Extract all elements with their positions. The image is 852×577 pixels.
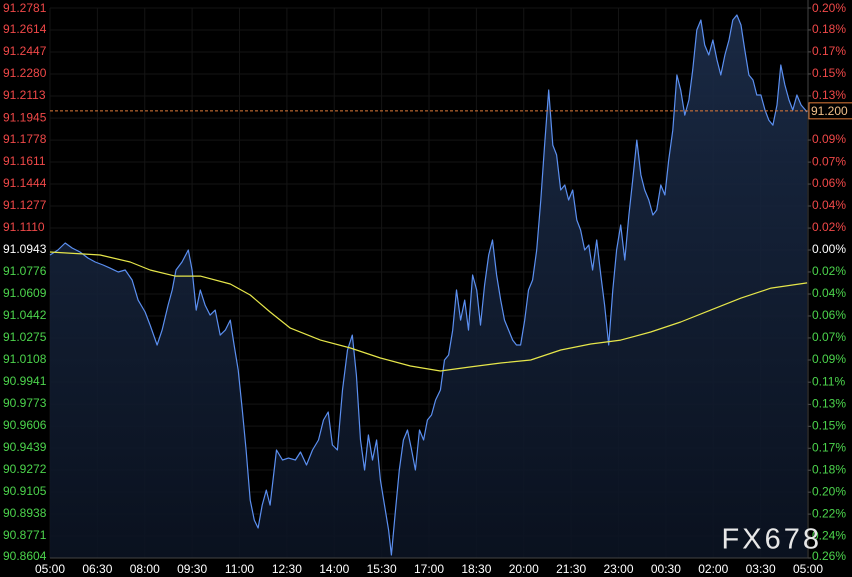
x-tick-label: 20:00	[509, 562, 539, 576]
y-tick-label: 90.9272	[3, 462, 47, 476]
x-tick-label: 05:00	[35, 562, 65, 576]
y-tick-label: 91.1277	[3, 198, 47, 212]
price-area	[50, 15, 808, 558]
y-tick-label: 91.2113	[3, 88, 46, 102]
y-tick-label: 91.1945	[3, 110, 47, 124]
watermark: FX678	[722, 524, 822, 556]
x-tick-label: 08:00	[130, 562, 160, 576]
x-tick-label: 03:30	[746, 562, 776, 576]
y-tick-label: 91.1444	[3, 176, 47, 190]
x-tick-label: 17:00	[414, 562, 444, 576]
y-tick-label: 91.2280	[3, 66, 47, 80]
y-tick-label: 91.2781	[3, 1, 47, 15]
y-tick-label: 91.1110	[3, 220, 45, 234]
y2-tick-label: 0.02%	[812, 264, 846, 278]
y-tick-label: 90.8604	[3, 549, 47, 563]
y2-tick-label: 0.24%	[812, 528, 846, 542]
y-tick-label: 91.2447	[3, 44, 47, 58]
y2-tick-label: 0.04%	[812, 198, 846, 212]
y2-tick-label: 0.20%	[812, 1, 846, 15]
x-tick-label: 12:30	[272, 562, 302, 576]
y2-tick-label: 0.20%	[812, 484, 846, 498]
y-tick-label: 91.0442	[3, 308, 47, 322]
y2-tick-label: 0.18%	[812, 22, 846, 36]
axes: 91.2781 91.2614 91.2447 91.2280 91.2113 91.19…	[3, 0, 852, 576]
x-tick-label: 05:00	[793, 562, 823, 576]
y2-tick-label: 0.15%	[812, 418, 846, 432]
y-tick-label: 91.0108	[3, 352, 47, 366]
x-tick-label: 18:30	[461, 562, 491, 576]
y-tick-label: 90.8771	[3, 528, 47, 542]
y2-tick-label: 0.09%	[812, 132, 846, 146]
y2-tick-label: 0.17%	[812, 44, 846, 58]
y2-tick-label: 0.17%	[812, 440, 846, 454]
y2-tick-label: 0.02%	[812, 220, 846, 234]
average-line	[49, 251, 808, 372]
y2-tick-label: 0.06%	[812, 308, 846, 322]
y-tick-label: 91.2614	[3, 22, 47, 36]
x-tick-label: 14:00	[319, 562, 349, 576]
y2-tick-label: 0.13%	[812, 397, 846, 411]
y2-tick-label: 0.04%	[812, 286, 846, 300]
y-tick-label: 91.0943	[3, 242, 47, 256]
y-tick-label: 90.9773	[3, 396, 47, 410]
y-tick-label: 91.1778	[3, 132, 47, 146]
current-price-label: 91.200	[811, 104, 848, 118]
y-tick-label: 91.1611	[3, 154, 46, 168]
current-price-box	[808, 102, 852, 120]
x-tick-label: 06:30	[82, 562, 112, 576]
y2-tick-label: 0.00%	[812, 242, 846, 256]
y-tick-label: 90.9439	[3, 440, 47, 454]
x-tick-label: 00:30	[651, 562, 681, 576]
y2-tick-label: 0.13%	[812, 88, 846, 102]
x-tick-label: 11:00	[225, 562, 254, 576]
y2-tick-label: 0.11%	[812, 374, 845, 388]
y-tick-label: 90.9105	[3, 484, 47, 498]
x-tick-label: 02:00	[698, 562, 728, 576]
y-tick-label: 91.0776	[3, 264, 47, 278]
x-tick-label: 21:30	[556, 562, 586, 576]
y2-tick-label: 0.07%	[812, 330, 846, 344]
y2-tick-label: 0.26%	[812, 549, 846, 563]
y2-tick-label: 0.09%	[812, 352, 846, 366]
y-tick-label: 90.9606	[3, 418, 47, 432]
x-tick-label: 23:00	[603, 562, 633, 576]
y-tick-label: 90.9941	[3, 374, 47, 388]
y-tick-label: 90.8938	[3, 506, 47, 520]
price-line	[49, 14, 808, 556]
x-tick-label: 15:30	[367, 562, 397, 576]
x-tick-label: 09:30	[177, 562, 207, 576]
y2-tick-label: 0.18%	[812, 462, 846, 476]
y-tick-label: 91.0609	[3, 286, 47, 300]
y2-tick-label: 0.06%	[812, 176, 846, 190]
y2-tick-label: 0.07%	[812, 154, 846, 168]
y2-tick-label: 0.15%	[812, 66, 846, 80]
y2-tick-label: 0.22%	[812, 506, 846, 520]
plot	[49, 14, 808, 558]
y-tick-label: 91.0275	[3, 330, 47, 344]
